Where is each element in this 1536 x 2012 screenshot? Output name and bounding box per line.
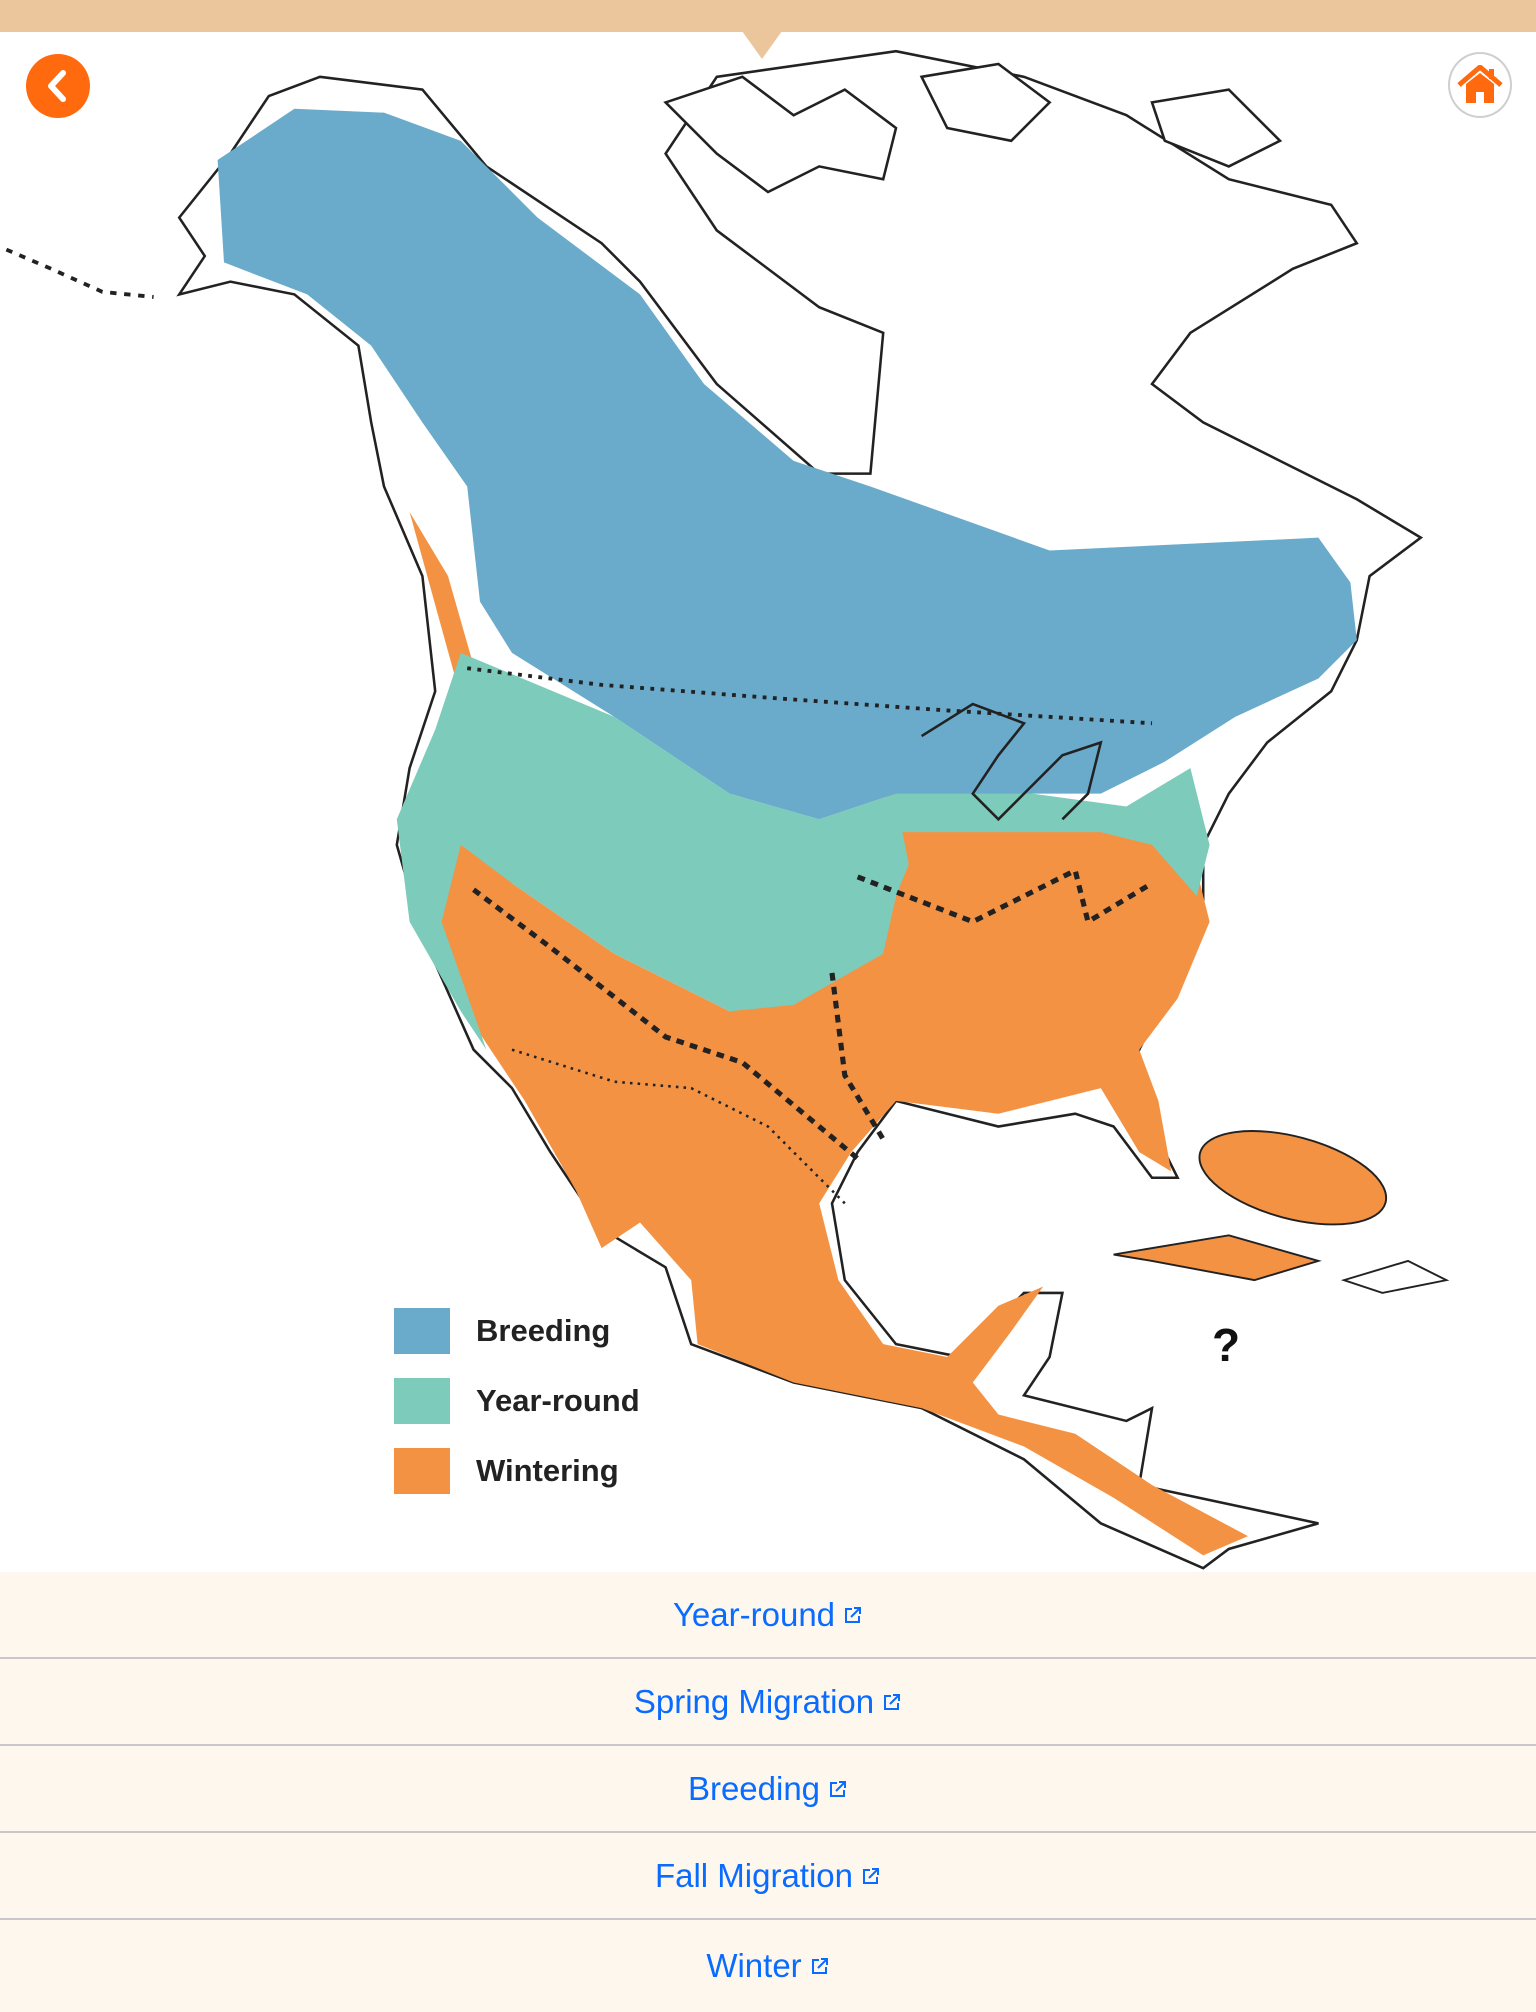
legend-item-year-round: Year-round xyxy=(394,1378,640,1424)
range-boundary xyxy=(472,866,1154,1161)
link-label[interactable]: Fall Migration xyxy=(654,1856,854,1894)
season-links: Year-round Spring Migration Breeding Fal… xyxy=(0,1572,1536,2012)
back-button[interactable] xyxy=(26,54,90,118)
link-spring-migration[interactable]: Spring Migration xyxy=(0,1659,1536,1746)
year-round-range xyxy=(396,652,1210,1050)
link-fall-migration[interactable]: Fall Migration xyxy=(0,1833,1536,1920)
popover-pointer xyxy=(742,31,782,59)
legend-item-breeding: Breeding xyxy=(394,1308,640,1354)
home-icon xyxy=(1457,65,1503,103)
map-legend: Breeding Year-round Wintering xyxy=(394,1308,640,1518)
legend-item-wintering: Wintering xyxy=(394,1448,640,1494)
external-link-icon xyxy=(863,1867,880,1884)
legend-label: Year-round xyxy=(476,1383,640,1418)
external-link-icon xyxy=(884,1693,901,1710)
unknown-range-marker: ? xyxy=(1212,1319,1241,1371)
link-year-round[interactable]: Year-round xyxy=(0,1572,1536,1659)
external-link-icon xyxy=(830,1780,847,1797)
external-link-icon xyxy=(845,1606,862,1623)
chevron-left-icon xyxy=(48,70,66,102)
breeding-range xyxy=(217,108,1357,820)
island-outline xyxy=(1340,1259,1450,1294)
link-winter[interactable]: Winter xyxy=(0,1920,1536,2012)
range-map xyxy=(5,49,1450,1570)
home-button[interactable] xyxy=(1448,52,1512,118)
legend-swatch-year-round xyxy=(394,1378,450,1424)
arctic-islands xyxy=(663,62,1283,194)
external-link-icon xyxy=(811,1958,828,1974)
aleutian-islands xyxy=(5,247,154,299)
legend-label: Breeding xyxy=(476,1313,611,1348)
link-label[interactable]: Winter xyxy=(706,1947,802,1984)
top-bar xyxy=(0,0,1536,32)
link-label[interactable]: Spring Migration xyxy=(633,1682,875,1720)
link-breeding[interactable]: Breeding xyxy=(0,1746,1536,1833)
wintering-range xyxy=(403,512,1248,1556)
great-lakes xyxy=(920,702,1103,822)
legend-swatch-breeding xyxy=(394,1308,450,1354)
hispaniola-range xyxy=(1113,1234,1322,1282)
cuba-range xyxy=(1198,1130,1388,1226)
legend-swatch-wintering xyxy=(394,1448,450,1494)
link-label[interactable]: Year-round xyxy=(672,1595,836,1633)
link-label[interactable]: Breeding xyxy=(687,1769,821,1807)
legend-label: Wintering xyxy=(476,1453,619,1488)
